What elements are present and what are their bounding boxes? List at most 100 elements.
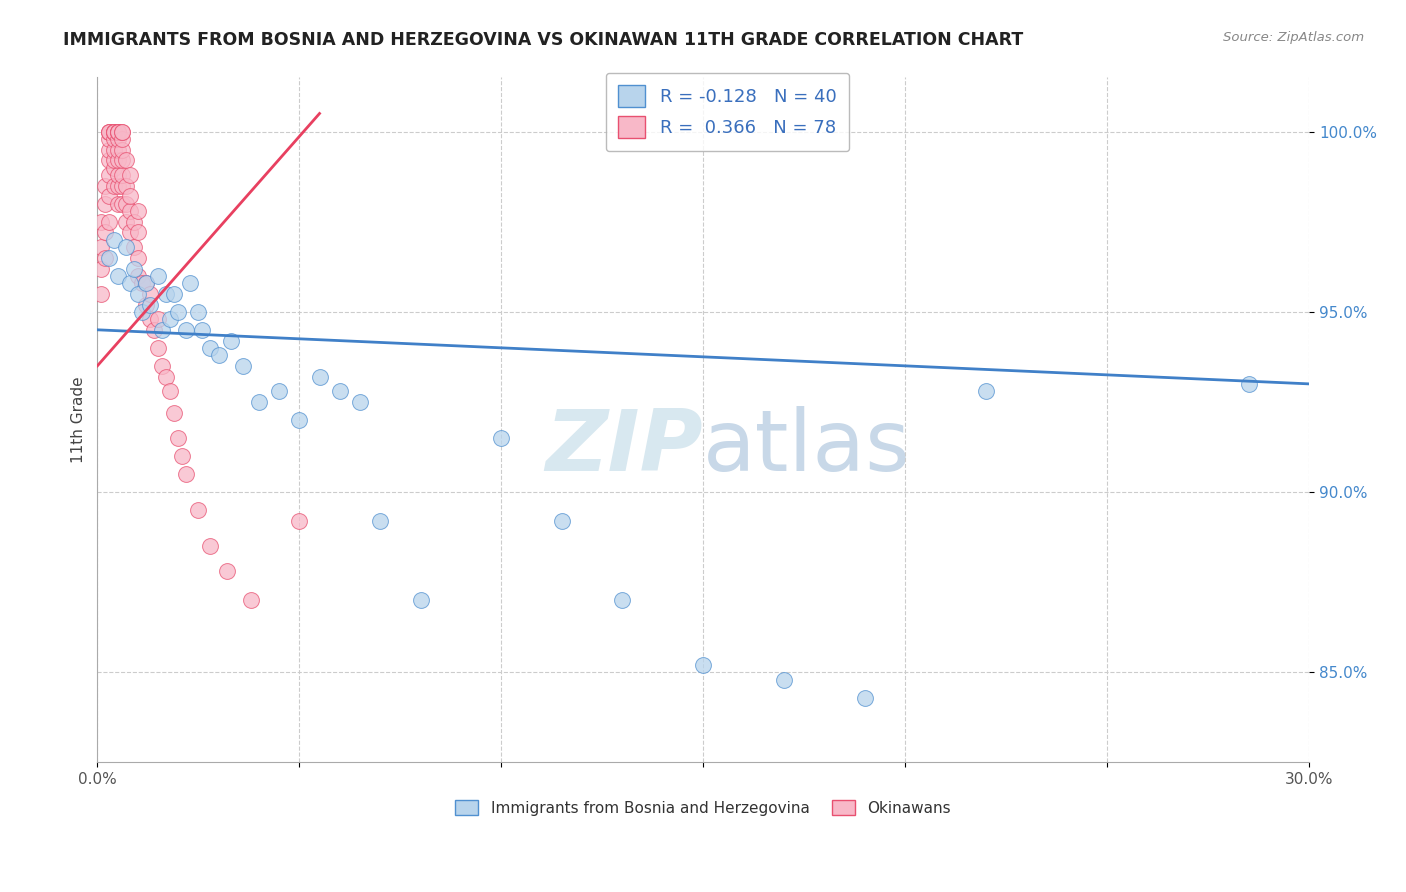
Point — [114, 178, 136, 193]
Point — [551, 514, 574, 528]
Point — [118, 226, 141, 240]
Point — [308, 369, 330, 384]
Point — [269, 384, 291, 398]
Point — [98, 124, 121, 138]
Point — [107, 124, 129, 138]
Point — [159, 384, 181, 398]
Point — [187, 503, 209, 517]
Point — [174, 323, 197, 337]
Point — [146, 312, 169, 326]
Point — [118, 276, 141, 290]
Point — [329, 384, 352, 398]
Point — [94, 251, 117, 265]
Point — [103, 132, 125, 146]
Point — [103, 124, 125, 138]
Point — [167, 305, 190, 319]
Text: IMMIGRANTS FROM BOSNIA AND HERZEGOVINA VS OKINAWAN 11TH GRADE CORRELATION CHART: IMMIGRANTS FROM BOSNIA AND HERZEGOVINA V… — [63, 31, 1024, 49]
Point — [98, 153, 121, 168]
Point — [107, 168, 129, 182]
Point — [155, 286, 177, 301]
Point — [163, 286, 186, 301]
Point — [110, 153, 132, 168]
Point — [90, 286, 112, 301]
Point — [131, 305, 153, 319]
Point — [107, 132, 129, 146]
Point — [110, 143, 132, 157]
Point — [146, 268, 169, 283]
Legend: Immigrants from Bosnia and Herzegovina, Okinawans: Immigrants from Bosnia and Herzegovina, … — [447, 792, 959, 823]
Point — [612, 593, 634, 607]
Point — [191, 323, 214, 337]
Point — [107, 268, 129, 283]
Point — [98, 214, 121, 228]
Point — [207, 348, 229, 362]
Point — [288, 514, 311, 528]
Point — [122, 214, 145, 228]
Point — [107, 153, 129, 168]
Point — [368, 514, 391, 528]
Point — [90, 261, 112, 276]
Point — [974, 384, 997, 398]
Point — [98, 168, 121, 182]
Point — [90, 214, 112, 228]
Point — [127, 286, 149, 301]
Point — [107, 124, 129, 138]
Point — [118, 168, 141, 182]
Point — [114, 196, 136, 211]
Point — [135, 276, 157, 290]
Point — [103, 153, 125, 168]
Point — [139, 286, 162, 301]
Point — [150, 359, 173, 373]
Point — [155, 369, 177, 384]
Point — [692, 658, 714, 673]
Point — [1237, 376, 1260, 391]
Point — [215, 565, 238, 579]
Point — [103, 143, 125, 157]
Point — [146, 341, 169, 355]
Point — [107, 124, 129, 138]
Point — [114, 214, 136, 228]
Point — [135, 276, 157, 290]
Point — [179, 276, 201, 290]
Point — [110, 168, 132, 182]
Y-axis label: 11th Grade: 11th Grade — [72, 376, 86, 463]
Point — [103, 124, 125, 138]
Point — [103, 124, 125, 138]
Point — [118, 189, 141, 203]
Point — [98, 132, 121, 146]
Point — [114, 153, 136, 168]
Point — [187, 305, 209, 319]
Point — [247, 395, 270, 409]
Point — [172, 449, 194, 463]
Point — [127, 268, 149, 283]
Point — [94, 226, 117, 240]
Point — [139, 312, 162, 326]
Point — [853, 690, 876, 705]
Point — [127, 226, 149, 240]
Point — [349, 395, 371, 409]
Point — [107, 178, 129, 193]
Point — [142, 323, 165, 337]
Point — [110, 178, 132, 193]
Point — [90, 240, 112, 254]
Point — [135, 297, 157, 311]
Point — [491, 431, 513, 445]
Point — [107, 143, 129, 157]
Point — [110, 124, 132, 138]
Point — [127, 251, 149, 265]
Point — [773, 673, 796, 687]
Point — [110, 124, 132, 138]
Point — [122, 240, 145, 254]
Point — [239, 593, 262, 607]
Point — [127, 203, 149, 218]
Point — [98, 124, 121, 138]
Text: atlas: atlas — [703, 406, 911, 489]
Point — [94, 178, 117, 193]
Point — [110, 132, 132, 146]
Point — [409, 593, 432, 607]
Point — [232, 359, 254, 373]
Point — [118, 203, 141, 218]
Text: Source: ZipAtlas.com: Source: ZipAtlas.com — [1223, 31, 1364, 45]
Point — [98, 189, 121, 203]
Point — [114, 240, 136, 254]
